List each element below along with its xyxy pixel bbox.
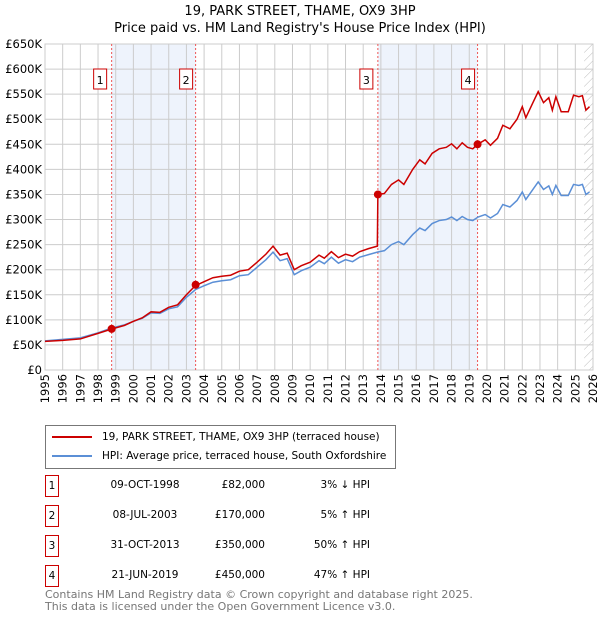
sale-label-box xyxy=(359,68,374,90)
x-tick-label: 1999 xyxy=(109,374,123,403)
sale-row: 3 31-OCT-2013 £350,000 50% ↑ HPI xyxy=(45,535,445,557)
y-tick-label: £450K xyxy=(5,137,42,151)
x-tick-label: 2020 xyxy=(480,374,494,403)
legend-label: 19, PARK STREET, THAME, OX9 3HP (terrace… xyxy=(102,431,380,443)
x-tick-label: 2005 xyxy=(215,374,229,403)
sale-point xyxy=(373,190,382,199)
x-tick-label: 1998 xyxy=(91,374,105,403)
x-tick-label: 2016 xyxy=(409,374,423,403)
y-tick-label: £0 xyxy=(27,363,42,377)
sale-point xyxy=(107,324,116,333)
forecast-hatch xyxy=(584,44,593,370)
x-tick-label: 2003 xyxy=(179,374,193,403)
chart-title: 19, PARK STREET, THAME, OX9 3HP xyxy=(184,4,416,19)
sale-date: 09-OCT-1998 xyxy=(110,479,180,491)
x-tick-label: 1997 xyxy=(73,374,87,403)
y-tick-label: £350K xyxy=(5,187,42,201)
x-tick-label: 2009 xyxy=(285,374,299,403)
x-tick-label: 1996 xyxy=(56,374,70,403)
plot-area: £0 £50K £100K £150K £200K £250K £300K £350K £400… xyxy=(5,37,600,403)
x-tick-label: 2006 xyxy=(232,374,246,403)
shaded-period xyxy=(377,44,478,370)
sale-label-number: 4 xyxy=(465,74,472,87)
sale-row: 4 21-JUN-2019 £450,000 47% ↑ HPI xyxy=(45,565,445,587)
sale-date: 31-OCT-2013 xyxy=(110,539,180,551)
sale-label-box xyxy=(179,68,194,90)
legend-swatch-red xyxy=(52,436,92,438)
x-tick-label: 2000 xyxy=(126,374,140,403)
sale-number-badge: 4 xyxy=(45,565,59,587)
sale-hpi-diff: 3% ↓ HPI xyxy=(320,479,370,491)
footer-copyright: Contains HM Land Registry data © Crown c… xyxy=(45,588,473,601)
sale-point xyxy=(473,140,482,149)
y-tick-label: £200K xyxy=(5,263,42,277)
sale-date: 21-JUN-2019 xyxy=(111,569,179,581)
series-line xyxy=(44,180,590,342)
sale-price: £170,000 xyxy=(214,509,265,521)
x-tick-label: 2010 xyxy=(303,374,317,403)
legend-item-price: 19, PARK STREET, THAME, OX9 3HP (terrace… xyxy=(52,431,380,443)
legend: 19, PARK STREET, THAME, OX9 3HP (terrace… xyxy=(45,425,396,469)
sale-point xyxy=(191,280,200,289)
y-tick-label: £400K xyxy=(5,162,42,176)
sale-label-number: 2 xyxy=(183,74,190,87)
x-tick-label: 2007 xyxy=(250,374,264,403)
x-tick-label: 2018 xyxy=(445,374,459,403)
shaded-period xyxy=(111,44,196,370)
plot-border xyxy=(44,43,594,371)
x-tick-label: 2004 xyxy=(197,374,211,403)
x-tick-label: 2026 xyxy=(586,374,600,403)
x-tick-label: 1995 xyxy=(38,374,52,403)
chart-subtitle: Price paid vs. HM Land Registry's House … xyxy=(114,21,486,36)
y-tick-label: £550K xyxy=(5,87,42,101)
sale-label-number: 1 xyxy=(97,74,104,87)
x-tick-label: 2015 xyxy=(392,374,406,403)
x-tick-label: 2012 xyxy=(339,374,353,403)
x-tick-label: 2021 xyxy=(498,374,512,403)
y-tick-label: £50K xyxy=(13,338,43,352)
y-tick-label: £300K xyxy=(5,213,42,227)
sale-number-badge: 1 xyxy=(45,475,59,497)
x-tick-label: 2017 xyxy=(427,374,441,403)
y-tick-label: £500K xyxy=(5,112,42,126)
sale-price: £450,000 xyxy=(214,569,265,581)
legend-item-hpi: HPI: Average price, terraced house, Sout… xyxy=(52,450,386,462)
footer-licence: This data is licensed under the Open Gov… xyxy=(45,600,396,613)
sale-date: 08-JUL-2003 xyxy=(112,509,178,521)
x-tick-label: 2014 xyxy=(374,374,388,403)
sale-label-box xyxy=(93,68,108,90)
x-tick-label: 2013 xyxy=(356,374,370,403)
x-tick-label: 2019 xyxy=(462,374,476,403)
sale-price: £350,000 xyxy=(214,539,265,551)
sale-number-badge: 3 xyxy=(45,535,59,557)
y-tick-label: £250K xyxy=(5,238,42,252)
legend-label: HPI: Average price, terraced house, Sout… xyxy=(102,450,387,462)
legend-swatch-blue xyxy=(52,455,92,457)
x-tick-label: 2025 xyxy=(568,374,582,403)
x-tick-label: 2022 xyxy=(515,374,529,403)
sale-number-badge: 2 xyxy=(45,505,59,527)
y-tick-label: £650K xyxy=(5,37,42,51)
y-tick-label: £600K xyxy=(5,62,42,76)
x-tick-label: 2023 xyxy=(533,374,547,403)
x-tick-label: 2024 xyxy=(551,374,565,403)
y-tick-label: £100K xyxy=(5,313,42,327)
sale-row: 1 09-OCT-1998 £82,000 3% ↓ HPI xyxy=(45,475,445,497)
x-tick-label: 2008 xyxy=(268,374,282,403)
sale-hpi-diff: 5% ↑ HPI xyxy=(320,509,370,521)
sale-label-box xyxy=(461,68,476,90)
x-tick-label: 2011 xyxy=(321,374,335,403)
x-tick-label: 2001 xyxy=(144,374,158,403)
sale-row: 2 08-JUL-2003 £170,000 5% ↑ HPI xyxy=(45,505,445,527)
sale-hpi-diff: 47% ↑ HPI xyxy=(313,569,370,581)
sale-price: £82,000 xyxy=(221,479,265,491)
sale-label-number: 3 xyxy=(363,74,370,87)
x-tick-label: 2002 xyxy=(162,374,176,403)
sale-hpi-diff: 50% ↑ HPI xyxy=(313,539,370,551)
y-tick-label: £150K xyxy=(5,288,42,302)
